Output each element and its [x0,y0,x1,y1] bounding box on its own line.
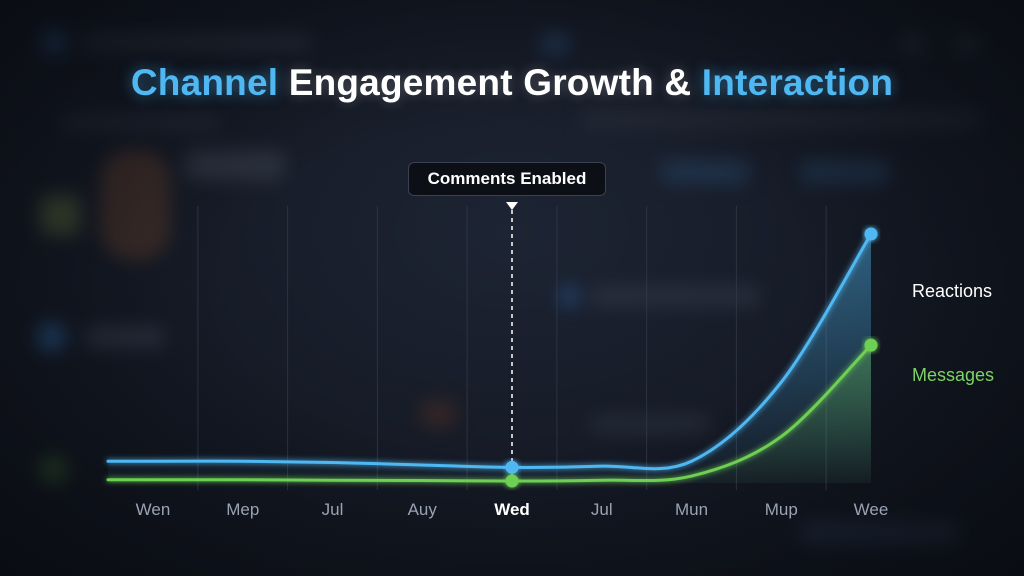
messages-point-wed [505,474,519,488]
annotation-callout: Comments Enabled [408,162,606,196]
x-tick-label: Wed [494,500,530,519]
x-tick-label: Mun [675,500,708,519]
reactions-point-wee [864,227,878,241]
point-layer [505,227,878,488]
reactions-point-wed [505,460,519,474]
title-accent-interaction: Interaction [701,62,894,103]
messages-point-wee [864,338,878,352]
messages-area [108,345,871,483]
legend-reactions: Reactions [912,281,993,301]
title-accent-channel: Channel [130,62,279,103]
x-tick-label: Jul [591,500,613,519]
reactions-area [108,234,871,483]
x-tick-label: Mep [226,500,259,519]
reactions-line [106,232,873,471]
x-tick-label: Wen [136,500,171,519]
area-layer [108,234,871,483]
legend-messages: Messages [912,365,995,385]
title-middle: Engagement Growth & [278,62,702,103]
x-tick-label: Wee [854,500,889,519]
annotation-layer [506,202,518,481]
annotation-pointer [506,202,518,210]
x-tick-label: Mup [765,500,798,519]
messages-line [106,343,873,483]
chart-title: Channel Engagement Growth & Interaction [0,62,1024,104]
tick-layer: Wen Mep Jul Auy Wed Jul Mun Mup Wee [136,500,889,519]
x-tick-label: Jul [322,500,344,519]
line-layer [106,232,873,483]
x-tick-label: Auy [408,500,438,519]
